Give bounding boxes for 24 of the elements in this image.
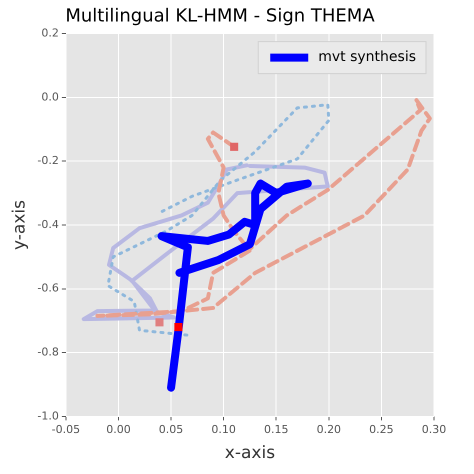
- x-axis-title: x-axis: [224, 443, 276, 464]
- x-tick-label: 0.25: [369, 422, 394, 436]
- y-axis-title: y-axis: [10, 200, 30, 250]
- chart-title: Multilingual KL-HMM - Sign THEMA: [65, 5, 376, 26]
- line-series: [95, 98, 432, 318]
- y-tick-label: 0.2: [41, 26, 59, 40]
- x-tick-label: 0.20: [316, 422, 342, 436]
- legend-label: mvt synthesis: [318, 49, 416, 66]
- point: [155, 318, 164, 326]
- line-series: [106, 103, 330, 337]
- x-tick-label: 0.05: [158, 422, 184, 436]
- point: [230, 142, 238, 151]
- point: [174, 323, 182, 332]
- x-tick-label: 0.10: [211, 422, 236, 436]
- x-tick-label: 0.00: [106, 422, 131, 436]
- y-tick-label: -0.8: [37, 345, 59, 358]
- x-tick-label: 0.30: [422, 422, 446, 436]
- y-tick-label: -1.0: [37, 409, 59, 422]
- y-tick-label: -0.2: [37, 154, 59, 168]
- y-tick-label: 0.0: [41, 90, 59, 104]
- x-tick-label: -0.05: [52, 422, 80, 436]
- y-tick-label: -0.6: [37, 282, 59, 295]
- y-tick-label: -0.4: [37, 218, 59, 231]
- x-tick-label: 0.15: [264, 422, 288, 436]
